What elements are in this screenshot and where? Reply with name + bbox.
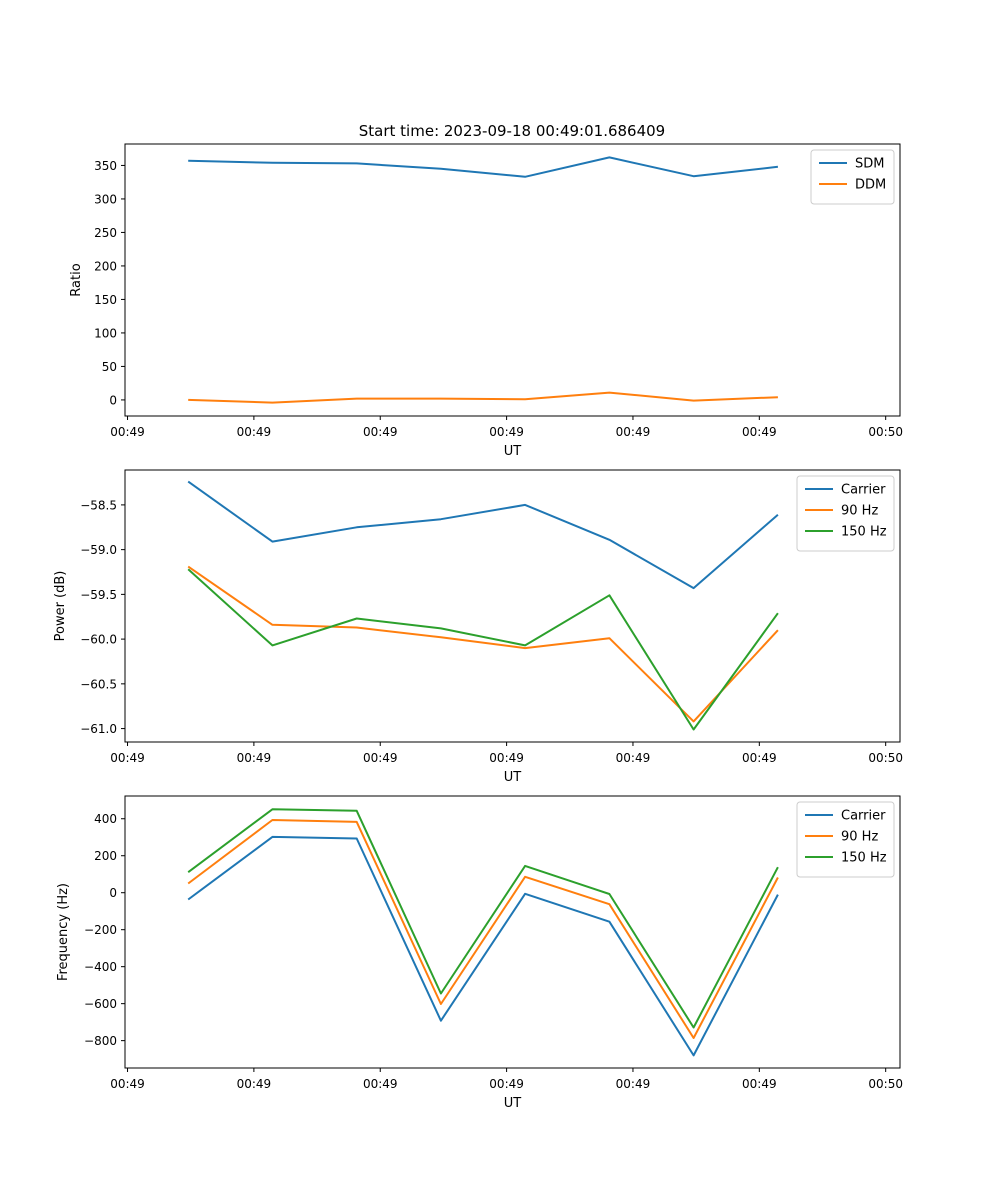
power-x-tick-label: 00:49 <box>110 751 145 765</box>
frequency-legend-label: Carrier <box>841 809 886 824</box>
power-series-150-hz <box>187 568 779 731</box>
frequency-y-tick-label: −400 <box>84 960 117 974</box>
ratio-series-sdm <box>188 156 779 178</box>
frequency-x-tick-label: 00:49 <box>489 1077 524 1091</box>
frequency-x-tick-label: 00:49 <box>742 1077 777 1091</box>
ratio-y-tick-label: 250 <box>94 226 117 240</box>
ratio-y-tick-label: 0 <box>109 393 117 407</box>
ratio-y-tick-label: 50 <box>102 360 117 374</box>
power-legend: Carrier 90 Hz 150 Hz <box>796 475 895 552</box>
power-legend-box <box>796 475 895 552</box>
frequency-series-150-hz <box>187 808 779 1029</box>
ratio-y-tick-label: 150 <box>94 293 117 307</box>
power-x-tick-label: 00:49 <box>489 751 524 765</box>
frequency-y-tick-label: −200 <box>84 923 117 937</box>
power-x-tick-label: 00:49 <box>237 751 272 765</box>
ratio-legend-label: SDM <box>855 157 884 172</box>
power-y-tick-label: −60.0 <box>80 633 117 647</box>
frequency-axes-frame <box>124 795 901 1069</box>
power-x-tick-label: 00:49 <box>616 751 651 765</box>
power-x-axis-label: UT <box>504 770 522 785</box>
frequency-panel: −800 −600 −400 −200 0 200 400 00:49 00:49 00:49 00… <box>56 795 903 1111</box>
frequency-series-carrier <box>187 835 779 1057</box>
power-x-tick-label: 00:49 <box>742 751 777 765</box>
power-y-tick-label: −60.5 <box>80 677 117 691</box>
ratio-x-tick-label: 00:49 <box>237 425 272 439</box>
frequency-x-tick-label: 00:49 <box>363 1077 398 1091</box>
figure-title: Start time: 2023-09-18 00:49:01.686409 <box>359 122 665 140</box>
frequency-legend-box <box>796 801 895 878</box>
power-panel: −61.0 −60.5 −60.0 −59.5 −59.0 −58.5 00:49 00:49… <box>53 469 903 785</box>
power-y-tick-label: −61.0 <box>80 722 117 736</box>
ratio-panel: 0 50 100 150 200 250 300 350 00:49 00:49 00:49 00:4… <box>69 143 903 459</box>
power-legend-label: Carrier <box>841 483 886 498</box>
ratio-y-tick-label: 100 <box>94 326 117 340</box>
frequency-x-tick-label: 00:49 <box>237 1077 272 1091</box>
ratio-y-tick-label: 200 <box>94 259 117 273</box>
power-axes-frame <box>124 469 901 743</box>
ratio-y-axis-label: Ratio <box>69 263 84 296</box>
frequency-series-90-hz <box>187 819 779 1039</box>
power-series-carrier <box>187 480 779 590</box>
frequency-x-tick-label: 00:49 <box>616 1077 651 1091</box>
frequency-y-axis-label: Frequency (Hz) <box>56 883 71 981</box>
power-x-tick-label: 00:49 <box>363 751 398 765</box>
ratio-axes-frame <box>124 143 901 417</box>
frequency-x-axis-label: UT <box>504 1096 522 1111</box>
ratio-series-ddm <box>188 391 778 404</box>
power-x-tick-label: 00:50 <box>868 751 903 765</box>
ratio-x-tick-label: 00:49 <box>616 425 651 439</box>
frequency-y-tick-label: −800 <box>84 1034 117 1048</box>
frequency-y-tick-label: 200 <box>94 849 117 863</box>
ratio-legend: SDM DDM <box>810 149 895 205</box>
ratio-x-tick-label: 00:50 <box>868 425 903 439</box>
frequency-legend: Carrier 90 Hz 150 Hz <box>796 801 895 878</box>
ratio-x-axis-label: UT <box>504 444 522 459</box>
power-y-tick-label: −59.5 <box>80 588 117 602</box>
ratio-x-tick-label: 00:49 <box>742 425 777 439</box>
frequency-legend-label: 150 Hz <box>841 851 887 866</box>
ratio-y-tick-label: 350 <box>94 159 117 173</box>
frequency-x-tick-label: 00:49 <box>110 1077 145 1091</box>
frequency-y-tick-label: 0 <box>109 886 117 900</box>
power-legend-label: 90 Hz <box>841 504 878 519</box>
power-y-tick-label: −59.0 <box>80 543 117 557</box>
ratio-x-tick-label: 00:49 <box>110 425 145 439</box>
ratio-x-tick-label: 00:49 <box>363 425 398 439</box>
power-y-tick-label: −58.5 <box>80 498 117 512</box>
frequency-y-tick-label: −600 <box>84 997 117 1011</box>
ratio-legend-label: DDM <box>855 178 886 193</box>
frequency-legend-label: 90 Hz <box>841 830 878 845</box>
power-legend-label: 150 Hz <box>841 525 887 540</box>
ratio-x-tick-label: 00:49 <box>489 425 524 439</box>
power-y-axis-label: Power (dB) <box>53 571 68 642</box>
frequency-y-tick-label: 400 <box>94 812 117 826</box>
ratio-y-tick-label: 300 <box>94 192 117 206</box>
frequency-x-tick-label: 00:50 <box>868 1077 903 1091</box>
